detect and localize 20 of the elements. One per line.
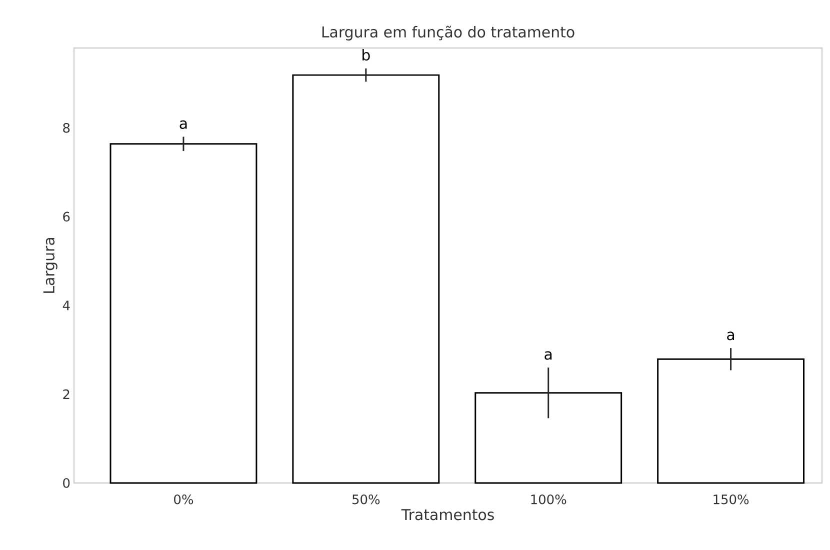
annotation: a [180, 120, 187, 129]
annotation: a [544, 351, 552, 360]
x-tick-label: 50% [352, 494, 380, 504]
x-tick-label: 100% [531, 494, 566, 504]
bar [474, 392, 622, 484]
x-tick-label: 0% [174, 494, 194, 504]
chart-title: Largura em função do tratamento [322, 26, 574, 40]
y-tick-label: 4 [62, 300, 70, 310]
bar [110, 143, 258, 484]
y-axis-title: Largura [43, 238, 58, 293]
annotation: a [727, 332, 734, 340]
annotation: b [362, 49, 370, 61]
y-tick-label: 6 [63, 212, 70, 222]
y-tick-label: 8 [63, 122, 70, 133]
bar [657, 358, 805, 484]
bar [292, 74, 440, 484]
x-axis-title: Tratamentos [401, 509, 494, 520]
y-tick-label: 2 [63, 389, 70, 400]
x-tick-label: 150% [714, 494, 749, 504]
y-tick-label: 0 [63, 478, 70, 488]
